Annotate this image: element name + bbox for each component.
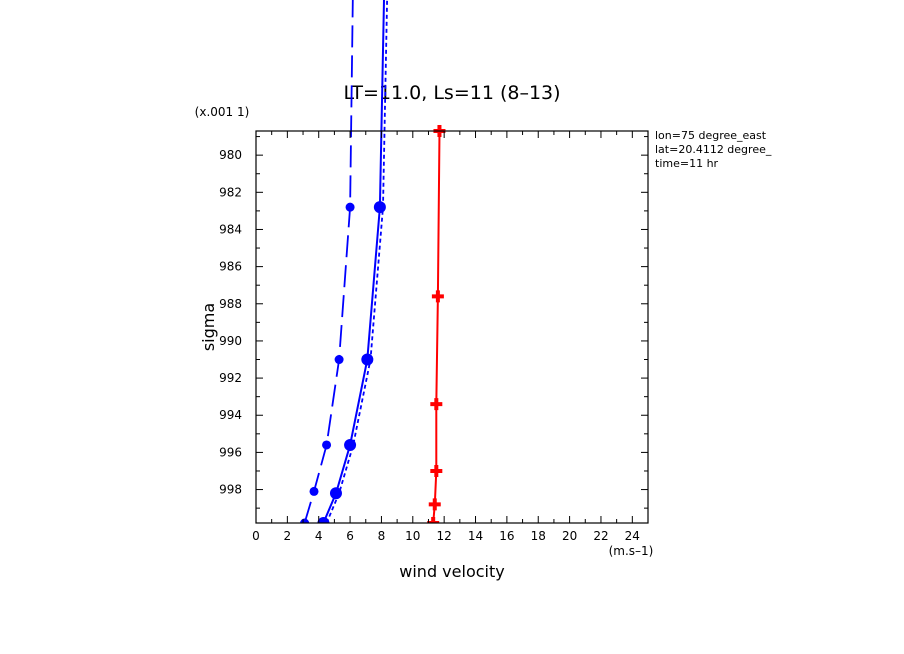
y-tick-label: 982	[219, 185, 242, 199]
y-axis-label: sigma	[199, 303, 218, 351]
x-tick-label: 16	[499, 529, 514, 543]
data-point	[427, 517, 440, 523]
chart-title: LT=11.0, Ls=11 (8–13)	[343, 82, 560, 104]
x-tick-label: 8	[378, 529, 386, 543]
data-point	[334, 355, 344, 365]
x-tick-label: 20	[562, 529, 577, 543]
x-tick-label: 22	[593, 529, 608, 543]
series-line	[325, 0, 388, 523]
y-tick-label: 994	[219, 408, 242, 422]
y-tick-label: 996	[219, 445, 242, 459]
info-line-lat: lat=20.4112 degree_	[655, 143, 772, 156]
x-tick-label: 10	[405, 529, 420, 543]
y-tick-label: 988	[219, 297, 242, 311]
info-line-lon: lon=75 degree_east	[655, 129, 767, 142]
x-tick-label: 24	[625, 529, 640, 543]
y-tick-label: 998	[219, 483, 242, 497]
data-point	[430, 464, 443, 477]
info-line-time: time=11 hr	[655, 157, 719, 170]
series-2	[317, 0, 386, 523]
y-tick-label: 990	[219, 334, 242, 348]
x-tick-label: 2	[284, 529, 292, 543]
series-3	[325, 0, 388, 523]
x-tick-label: 12	[437, 529, 452, 543]
series-layer	[300, 0, 446, 523]
data-point	[428, 498, 441, 511]
data-point	[345, 202, 355, 212]
y-scale-note: (x.001 1)	[195, 105, 250, 119]
axes-layer: 0 2 4 6 8 10 12 14 16 18 20 22 249809829849869889909…	[219, 130, 649, 543]
data-point	[361, 353, 374, 366]
data-point	[322, 440, 332, 450]
series-line	[303, 0, 354, 523]
data-point	[329, 487, 342, 500]
x-tick-label: 4	[315, 529, 323, 543]
data-point	[300, 518, 310, 523]
series-4	[427, 125, 446, 523]
x-tick-label: 0	[252, 529, 260, 543]
y-tick-label: 984	[219, 222, 242, 236]
series-line	[432, 130, 441, 523]
data-point	[431, 290, 444, 303]
series-1	[300, 0, 355, 523]
plot-frame	[255, 130, 649, 524]
y-tick-label: 992	[219, 371, 242, 385]
data-point	[373, 201, 386, 214]
y-tick-label: 980	[219, 148, 242, 162]
x-axis-label: wind velocity	[399, 562, 504, 581]
y-tick-label: 986	[219, 260, 242, 274]
x-axis-unit: (m.s–1)	[609, 544, 654, 558]
data-point	[430, 398, 443, 411]
x-tick-label: 6	[346, 529, 354, 543]
info-box: lon=75 degree_east lat=20.4112 degree_ t…	[655, 129, 772, 170]
x-tick-label: 14	[468, 529, 483, 543]
x-tick-label: 18	[531, 529, 546, 543]
data-point	[309, 486, 319, 496]
